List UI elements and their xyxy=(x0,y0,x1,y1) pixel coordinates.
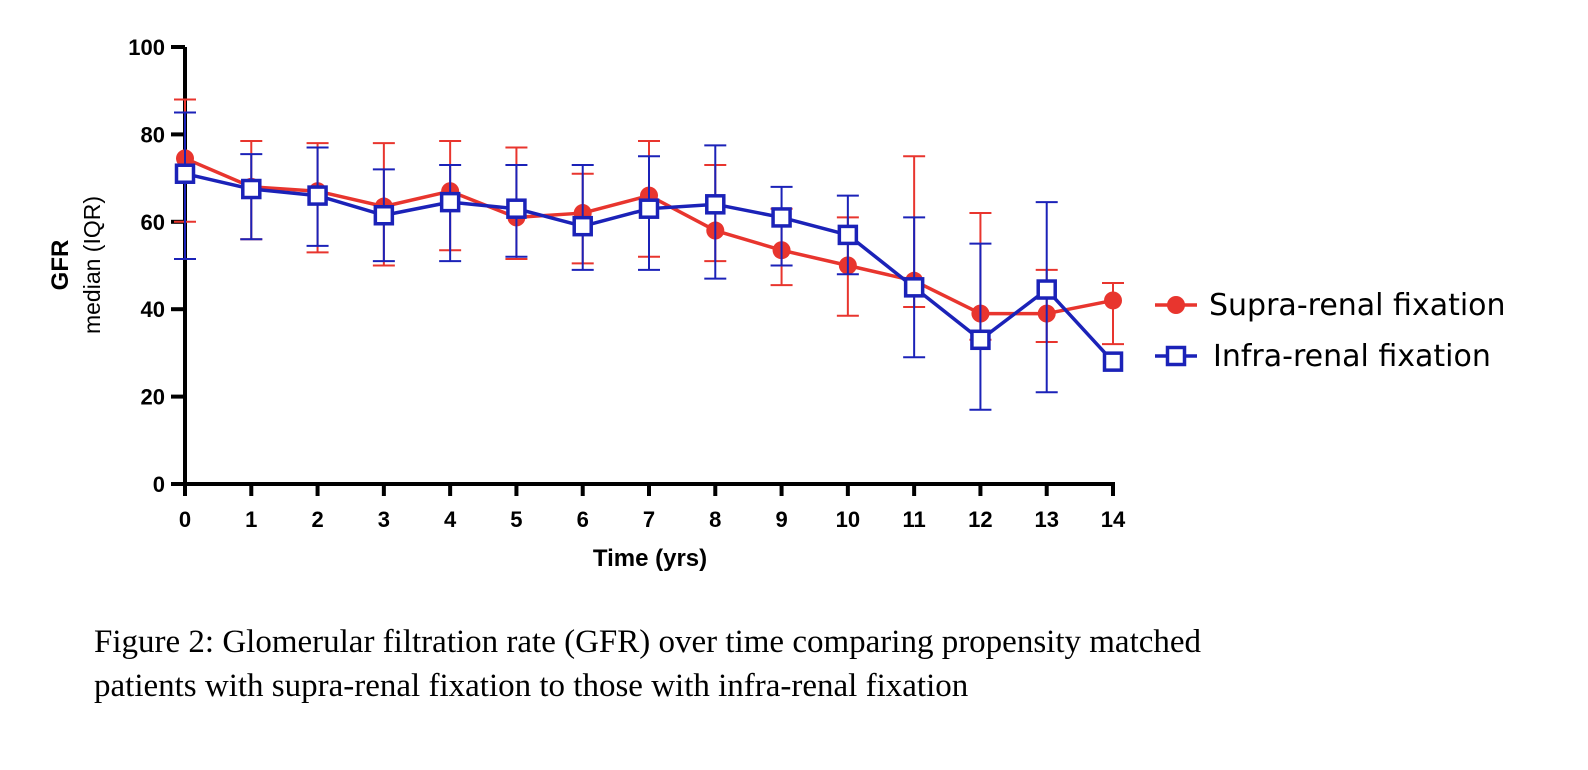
x-tick-label: 13 xyxy=(1034,507,1058,532)
x-tick-label: 1 xyxy=(245,507,257,532)
data-point xyxy=(174,163,196,184)
legend-label: Supra-renal fixation xyxy=(1209,288,1506,323)
data-point xyxy=(1104,291,1122,310)
x-tick-label: 4 xyxy=(444,507,457,532)
legend-marker xyxy=(1165,345,1187,367)
x-tick-label: 2 xyxy=(311,507,323,532)
x-tick-label: 9 xyxy=(775,507,787,532)
y-tick-label: 80 xyxy=(141,122,165,147)
data-point xyxy=(506,198,527,219)
x-axis-title: Time (yrs) xyxy=(593,545,707,572)
figure-caption: Figure 2: Glomerular filtration rate (GF… xyxy=(94,620,1494,708)
x-tick-label: 12 xyxy=(968,507,992,532)
data-point xyxy=(373,204,395,226)
x-tick-label: 5 xyxy=(510,507,522,532)
caption-line-2: patients with supra-renal fixation to th… xyxy=(94,668,969,704)
x-tick-label: 14 xyxy=(1101,507,1126,532)
series-infra-renal xyxy=(174,111,1124,411)
y-tick-label: 20 xyxy=(141,385,165,410)
data-point xyxy=(307,185,328,206)
y-tick-label: 40 xyxy=(141,297,165,322)
y-tick-label: 0 xyxy=(153,472,165,497)
x-tick-label: 0 xyxy=(179,507,191,532)
x-tick-label: 3 xyxy=(378,507,390,532)
legend-item-supra-renal: Supra-renal fixation xyxy=(1155,288,1506,323)
data-point xyxy=(1036,279,1057,300)
x-tick-label: 6 xyxy=(577,507,589,532)
x-tick-label: 8 xyxy=(709,507,721,532)
legend-marker xyxy=(1167,296,1185,314)
legend-item-infra-renal: Infra-renal fixation xyxy=(1155,339,1491,374)
x-tick-label: 10 xyxy=(836,507,860,532)
data-point xyxy=(837,224,859,246)
data-point xyxy=(970,329,991,351)
x-tick-label: 11 xyxy=(903,507,926,532)
y-tick-label: 60 xyxy=(141,210,165,235)
data-point xyxy=(439,191,461,213)
data-point xyxy=(903,277,925,298)
data-point xyxy=(241,178,262,200)
legend: Supra-renal fixation Infra-renal fixation xyxy=(1155,288,1506,374)
data-point xyxy=(705,194,726,215)
y-axis-title: GFR xyxy=(47,240,74,291)
caption-line-1: Figure 2: Glomerular filtration rate (GF… xyxy=(94,624,1202,660)
legend-label: Infra-renal fixation xyxy=(1213,339,1491,374)
x-tick-label: 7 xyxy=(643,507,655,532)
y-tick-label: 100 xyxy=(128,35,165,60)
y-axis-subtitle: median (IQR) xyxy=(79,196,105,334)
data-point xyxy=(638,198,660,219)
data-point xyxy=(1102,351,1124,372)
data-point xyxy=(771,207,792,228)
series-layer xyxy=(174,98,1124,411)
data-point xyxy=(572,215,593,237)
